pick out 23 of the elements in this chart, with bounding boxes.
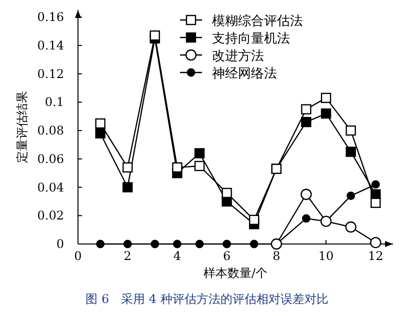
- y-axis-title: 定量评估结果: [15, 91, 29, 163]
- y-tick-label: 0.06: [37, 152, 64, 166]
- x-tick-label: 2: [124, 249, 132, 263]
- x-tick-label: 4: [173, 249, 182, 263]
- y-tick-label: 0.02: [37, 208, 64, 223]
- x-tick-label: 0: [74, 249, 82, 263]
- legend-label: 改进方法: [212, 48, 264, 64]
- x-tick-label: 8: [272, 249, 280, 263]
- y-tick-label: 0.14: [37, 38, 64, 52]
- y-tick-label: 0.16: [37, 10, 64, 24]
- caption: 图 6 采用 4 种评估方法的评估相对误差对比: [86, 292, 328, 306]
- x-tick-label: 6: [223, 249, 231, 263]
- legend-label: 支持向量机法: [212, 32, 290, 46]
- legend-label: 模糊综合评估法: [212, 14, 303, 29]
- y-tick-label: 0.12: [37, 66, 64, 81]
- y-tick-label: 0: [56, 237, 64, 251]
- legend-label: 神经网络法: [212, 66, 277, 82]
- y-tick-label: 0.1: [44, 95, 64, 110]
- x-axis-title: 样本数量/个: [203, 266, 268, 280]
- y-tick-label: 0.08: [37, 124, 64, 138]
- y-tick-label: 0.04: [37, 180, 64, 194]
- x-tick-label: 10: [318, 249, 334, 263]
- x-tick-label: 12: [368, 249, 384, 263]
